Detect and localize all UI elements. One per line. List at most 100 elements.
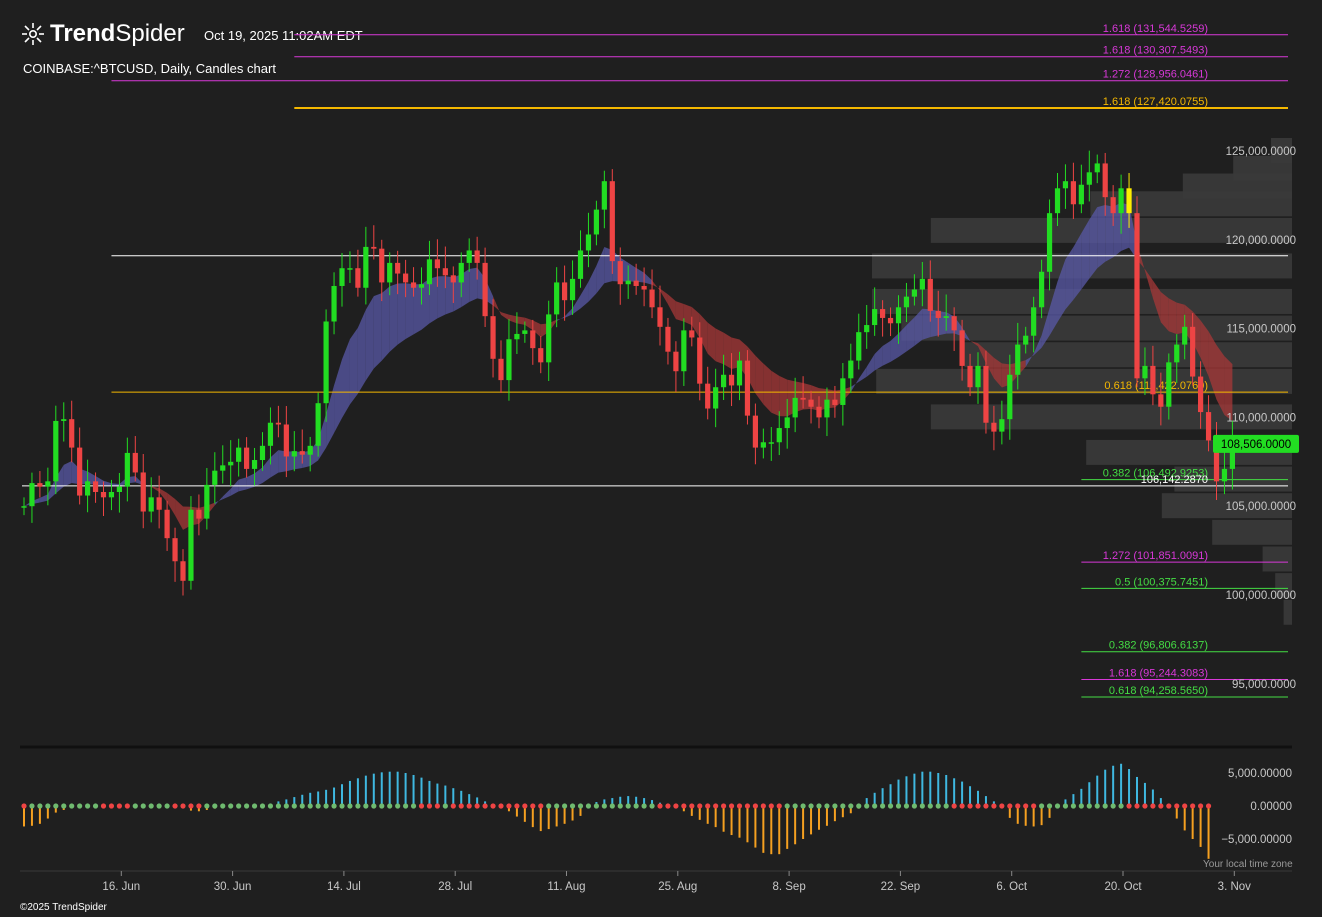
candle-body: [69, 419, 75, 448]
oscillator-dot: [562, 803, 568, 809]
candle-body: [609, 181, 615, 262]
ma-cloud-segment: [556, 316, 565, 322]
oscillator-dot: [657, 803, 663, 809]
ma-cloud-segment: [564, 308, 573, 318]
oscillator-dot: [299, 803, 305, 809]
ma-cloud-segment: [1105, 204, 1114, 262]
oscillator-dot: [220, 803, 226, 809]
candle-body: [108, 491, 115, 498]
oscillator-dot: [665, 803, 671, 809]
oscillator-dot: [569, 803, 576, 809]
oscillator-dot: [259, 803, 266, 809]
candle-body: [728, 374, 735, 386]
ma-cloud-segment: [1065, 247, 1074, 310]
oscillator-dot: [880, 803, 886, 809]
ma-cloud-segment: [524, 317, 533, 331]
price-tick-label: 115,000.0000: [1227, 324, 1297, 336]
time-tick-label: 16. Jun: [102, 881, 140, 893]
candle-body: [283, 424, 289, 457]
candle-body: [315, 403, 321, 446]
candle-body: [872, 309, 878, 326]
oscillator-dot: [426, 803, 433, 809]
candle-body: [887, 317, 894, 324]
oscillator-dot: [856, 803, 862, 809]
ma-cloud-segment: [763, 363, 772, 413]
oscillator-dot: [808, 803, 814, 809]
ma-cloud-segment: [532, 320, 541, 338]
ma-cloud-segment: [405, 283, 414, 339]
ma-cloud-segment: [1192, 311, 1201, 358]
ma-cloud-segment: [636, 267, 645, 283]
oscillator-dot: [681, 803, 687, 809]
candle-body: [935, 310, 941, 318]
ma-cloud-segment: [270, 450, 279, 478]
oscillator-dot: [522, 803, 528, 809]
oscillator-dot: [53, 803, 59, 809]
ma-cloud-segment: [453, 274, 462, 312]
candle-body: [1015, 344, 1021, 375]
brand-name-light: Spider: [115, 20, 185, 47]
ma-cloud-segment: [159, 488, 168, 503]
candle-body: [323, 321, 329, 404]
candle-body: [1190, 326, 1196, 377]
ma-cloud-segment: [516, 316, 525, 325]
candle-body: [999, 419, 1005, 432]
ma-cloud-segment: [469, 267, 478, 302]
oscillator-dot: [21, 803, 27, 809]
oscillator-dot: [1134, 803, 1140, 809]
oscillator-dot: [943, 803, 949, 809]
oscillator-dot: [768, 803, 774, 809]
oscillator-tick-label: −5,000.00000: [1221, 834, 1292, 846]
ma-cloud-segment: [914, 308, 923, 346]
candle-body: [363, 246, 369, 288]
ma-cloud-segment: [850, 378, 859, 393]
oscillator-dot: [132, 803, 138, 809]
ma-cloud-segment: [493, 296, 501, 315]
candle-body: [85, 481, 91, 496]
candle-body: [251, 460, 258, 469]
oscillator-dot: [784, 803, 790, 809]
time-tick-label: 14. Jul: [327, 881, 361, 893]
ma-cloud-segment: [1033, 335, 1042, 356]
candle-body: [641, 285, 647, 290]
oscillator-dot: [1023, 803, 1029, 809]
candle-body: [1054, 188, 1061, 214]
candle-body: [466, 250, 472, 263]
ma-cloud-segment: [1208, 331, 1217, 400]
ma-cloud-segment: [985, 350, 994, 379]
candle-body: [291, 451, 297, 457]
oscillator-dot: [108, 803, 115, 809]
oscillator-dot: [514, 803, 520, 809]
oscillator-dot: [776, 803, 782, 809]
candle-body: [713, 387, 719, 409]
candle-body: [522, 330, 528, 334]
ma-cloud-segment: [755, 355, 764, 405]
oscillator-dot: [164, 803, 170, 809]
ma-cloud-segment: [1057, 259, 1066, 323]
oscillator-dot: [172, 803, 178, 809]
candle-body: [267, 422, 274, 446]
level-label: 0.382 (106,492.9253): [1103, 468, 1208, 480]
candle-body: [1007, 374, 1013, 420]
oscillator-dot: [1126, 803, 1132, 809]
oscillator-dot: [355, 803, 361, 809]
candle-body: [140, 472, 146, 512]
candle-body: [299, 451, 305, 455]
ma-cloud-segment: [397, 283, 406, 345]
candle-body: [498, 358, 504, 381]
ma-cloud-segment: [1073, 233, 1082, 300]
oscillator-dot: [323, 803, 329, 809]
oscillator-dot: [935, 803, 941, 809]
candle-body: [1205, 412, 1212, 441]
candle-body: [633, 280, 639, 286]
time-tick-label: 8. Sep: [772, 881, 805, 893]
candle-body: [864, 325, 870, 333]
candle-body: [29, 483, 35, 507]
ma-cloud-segment: [683, 303, 692, 326]
oscillator-dot: [1174, 803, 1180, 809]
ma-cloud-segment: [1137, 243, 1145, 271]
ma-cloud-segment: [47, 477, 56, 501]
candle-body: [426, 259, 433, 285]
oscillator-dot: [204, 803, 210, 809]
